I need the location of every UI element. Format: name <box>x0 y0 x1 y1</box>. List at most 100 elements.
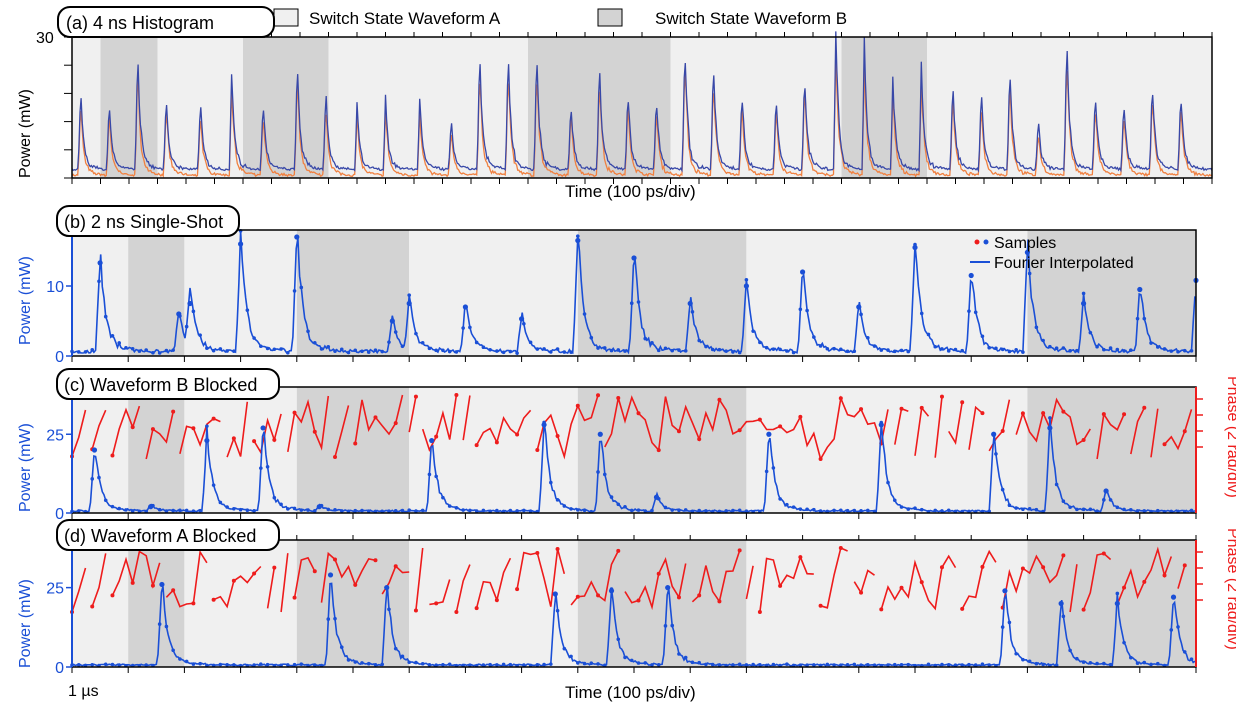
panel-d-power-sample <box>360 661 364 665</box>
panel-b-power-sample <box>1108 346 1113 350</box>
panel-b-power-sample <box>319 347 324 351</box>
panel-c-power-sample <box>427 472 432 477</box>
panel-d-phase-sample <box>474 606 479 611</box>
panel-c-power-sample <box>643 509 648 513</box>
panel-b-peak-marker <box>856 304 862 310</box>
panel-b-power-sample <box>495 349 499 353</box>
panel-b-power-sample <box>892 349 897 354</box>
panel-d-title: (d) Waveform A Blocked <box>64 526 256 546</box>
panel-c-power-sample <box>360 508 364 513</box>
panel-d-ylabel: Power (mW) <box>17 579 34 668</box>
panel-c-power-sample <box>124 508 128 512</box>
panel-d-power-sample <box>198 661 202 666</box>
panel-d-power-sample <box>636 661 641 665</box>
panel-d-power-sample <box>1122 640 1126 645</box>
panel-b-power-sample <box>130 346 135 351</box>
panel-b-peak-marker <box>176 311 182 317</box>
panel-d-phase-sample <box>130 580 135 585</box>
panel-d-phase-sample <box>515 587 520 592</box>
panel-c-power-sample <box>1129 507 1133 512</box>
panel-b-power-sample <box>1095 344 1099 349</box>
panel-b-y-tick-label: 0 <box>55 349 64 366</box>
panel-c-power-sample <box>508 508 513 513</box>
panel-d-power-sample <box>299 662 304 666</box>
panel-c-phase-sample <box>838 396 843 401</box>
panel-b-state-a-block <box>72 230 129 356</box>
panel-c-power-sample <box>582 508 587 513</box>
panel-b-power-sample <box>758 340 762 345</box>
panel-b-title-box <box>56 205 240 237</box>
panel-b-power-sample <box>643 336 648 341</box>
panel-c-phase-sample <box>737 428 742 433</box>
panel-b-power-sample <box>690 310 695 314</box>
panel-c-power-sample <box>1075 507 1079 512</box>
panel-d-power-sample <box>1095 661 1099 666</box>
panel-c-power-sample <box>616 502 621 507</box>
legend-swatch-b <box>597 8 623 27</box>
panel-c-peak-marker <box>148 504 154 510</box>
panel-d-title-box <box>56 519 280 551</box>
panel-d-power-sample <box>103 662 108 667</box>
panel-b-power-sample <box>576 234 580 238</box>
panel-b-power-sample <box>1081 291 1086 296</box>
panel-c-power-sample <box>785 502 789 507</box>
panel-b-peak-marker <box>389 318 395 324</box>
panel-d-phase-sample <box>454 610 459 614</box>
panel-c-power-sample <box>670 508 675 512</box>
panel-b-power-sample <box>474 340 479 345</box>
panel-b-power-sample <box>427 346 432 351</box>
panel-d-power-sample <box>1189 657 1194 661</box>
panel-d-peak-marker <box>665 585 671 591</box>
panel-b-power-sample <box>171 348 175 352</box>
panel-d-phase-sample <box>413 608 418 613</box>
panel-d-power-sample <box>973 663 978 667</box>
panel-d-power-sample <box>683 655 688 660</box>
panel-c-peak-marker <box>1103 488 1109 494</box>
panel-d-power-sample <box>825 662 830 667</box>
panel-b-power-sample <box>110 334 115 338</box>
panel-c-phase-sample <box>454 393 459 397</box>
panel-c-power-sample <box>859 509 863 513</box>
panel-c-power-sample <box>306 508 310 512</box>
panel-c-power-sample <box>481 508 486 513</box>
panel-d-power-sample <box>117 663 122 667</box>
panel-c-phase-sample <box>231 436 236 441</box>
panel-c-peak-marker <box>991 431 997 437</box>
panel-d-power-sample <box>164 624 169 629</box>
panel-c-peak-marker <box>597 431 603 437</box>
panel-d-phase-sample <box>150 583 155 588</box>
panel-b-power-sample <box>987 345 991 350</box>
panel-b-power-sample <box>562 350 567 354</box>
panel-b-power-sample <box>137 349 142 353</box>
panel-d-phase-sample <box>616 548 621 553</box>
panel-d-phase-sample <box>778 583 783 588</box>
panel-d-phase-sample <box>1122 585 1127 590</box>
panel-d-power-sample <box>643 661 648 665</box>
panel-c-power-sample <box>683 508 688 512</box>
panel-d-state-b-block <box>577 540 747 667</box>
panel-d-power-sample <box>427 662 432 667</box>
panel-d-power-sample <box>535 663 540 667</box>
panel-c-power-sample <box>1021 507 1025 512</box>
panel-c-phase-trace <box>71 394 1193 462</box>
panel-c-phase-sample <box>1041 411 1046 416</box>
panel-d-power-sample <box>1176 625 1180 629</box>
panel-c-phase-sample <box>211 416 216 421</box>
panel-d-power-sample <box>569 654 573 659</box>
panel-c-power-sample <box>1142 509 1147 513</box>
panel-d-power-sample <box>798 663 803 668</box>
panel-d-phase-sample <box>231 578 236 583</box>
panel-c-phase-sample <box>899 406 904 411</box>
panel-b-power-sample <box>191 309 196 314</box>
panel-d-power-sample <box>751 662 755 667</box>
panel-d-power-sample <box>542 662 546 667</box>
panel-d-power-sample <box>710 662 715 667</box>
panel-d-power-sample <box>333 616 337 621</box>
panel-d-power-sample <box>1115 591 1120 596</box>
panel-c-phase-sample <box>697 437 702 442</box>
panel-c-power-sample <box>724 509 728 513</box>
panel-c-power-sample <box>886 480 890 485</box>
panel-b-power-sample <box>582 312 587 316</box>
panel-d-power-sample <box>737 662 742 667</box>
